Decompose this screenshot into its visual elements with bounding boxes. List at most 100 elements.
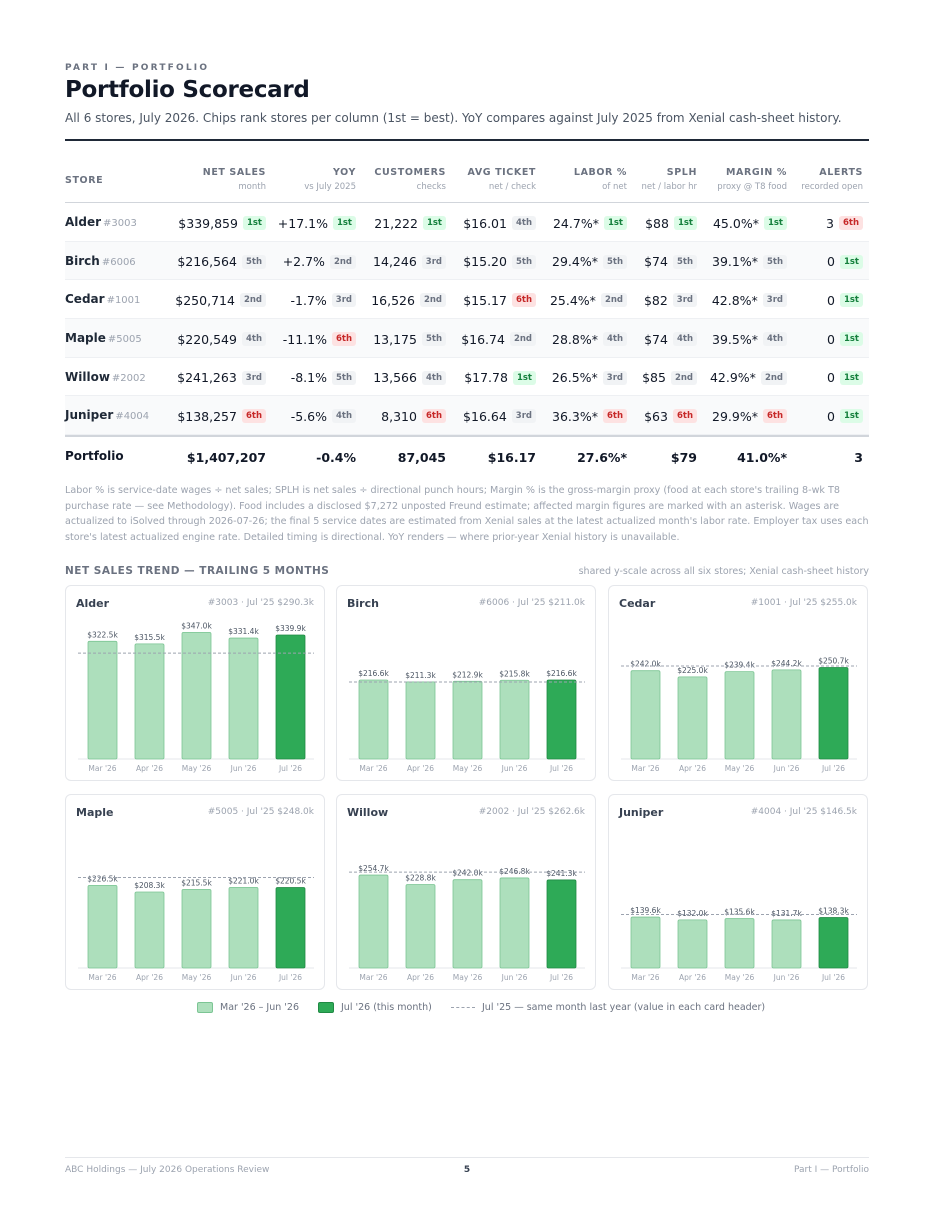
table-cell: $74 5th	[627, 253, 697, 271]
cell-value: 29.9%*	[712, 408, 758, 424]
total-value: 87,045	[397, 449, 446, 465]
column-header-subtitle: proxy @ T8 food	[717, 182, 787, 192]
column-header-subtitle: checks	[416, 182, 446, 192]
table-cell: $63 6th	[627, 407, 697, 425]
cell-value: 0	[827, 292, 835, 308]
table-cell: 42.8%* 3rd	[697, 291, 787, 309]
column-header-subtitle: recorded open	[801, 182, 863, 192]
x-tick-label: Jul '26	[278, 973, 302, 982]
bar-value-label: $138.3k	[818, 907, 849, 916]
column-header: CUSTOMERS checks	[356, 160, 446, 192]
rank-chip: 4th	[602, 332, 627, 347]
bar-prior-month	[677, 676, 708, 760]
rank-chip: 3rd	[672, 293, 697, 308]
rank-chip: 1st	[332, 216, 356, 230]
total-cell: $16.17	[446, 448, 536, 466]
cell-value: -1.7%	[290, 292, 327, 308]
column-header-subtitle: net / labor hr	[641, 182, 697, 192]
store-number: #1001	[106, 295, 141, 307]
table-cell: 0 1st	[793, 369, 863, 387]
bar-prior-month	[677, 919, 708, 969]
total-cell: 87,045	[356, 448, 446, 466]
column-header-subtitle: net / check	[488, 182, 536, 192]
rank-chip: 3rd	[602, 370, 627, 385]
bar-value-label: $250.7k	[818, 657, 849, 666]
column-header-title: ALERTS	[819, 167, 863, 178]
bar-value-label: $221.0k	[228, 876, 259, 885]
trend-section-title: NET SALES TREND — TRAILING 5 MONTHS	[65, 565, 330, 577]
total-value: $1,407,207	[186, 449, 266, 465]
bar-value-label: $242.0k	[452, 869, 483, 878]
cell-value: $63	[644, 408, 668, 424]
store-number: #5005	[107, 334, 142, 346]
rank-chip: 1st	[839, 332, 863, 347]
trend-card: Alder #3003 · Jul '25 $290.3k $322.5k Mar '…	[65, 585, 325, 781]
store-number: #2002	[111, 372, 146, 384]
bar-prior-month	[358, 679, 389, 760]
rank-chip: 4th	[762, 332, 787, 347]
store-name-text: Birch	[65, 253, 100, 268]
column-header: SPLH net / labor hr	[627, 160, 697, 192]
table-cell: $88 1st	[627, 214, 697, 232]
table-cell: 36.3%* 6th	[537, 407, 627, 425]
bar-chart: $242.0k Mar '26 $225.0k Apr '26 $239.4k May '…	[621, 657, 857, 773]
cell-value: 39.1%*	[712, 254, 758, 270]
rank-chip: 3rd	[331, 293, 356, 308]
table-row: Willow #2002 $241,263 3rd -8.1% 5th 13,566 4th $…	[65, 358, 869, 397]
store-name-text: Juniper	[65, 408, 114, 423]
rank-chip: 3rd	[421, 254, 446, 269]
page: PART I — PORTFOLIO Portfolio Scorecard A…	[65, 0, 869, 1210]
bar-value-label: $139.6k	[630, 906, 661, 915]
cell-value: 14,246	[373, 254, 417, 270]
bar-value-label: $347.0k	[181, 621, 212, 630]
cell-value: $74	[644, 331, 668, 347]
cell-value: $16.64	[463, 408, 507, 424]
cell-value: $339,859	[178, 215, 238, 231]
bar-prior-month	[630, 916, 661, 969]
bar-current-month	[546, 679, 577, 760]
x-tick-label: Mar '26	[631, 764, 659, 773]
x-tick-label: Mar '26	[359, 764, 387, 773]
bar-value-label: $339.9k	[275, 624, 306, 633]
bar-prior-month	[358, 874, 389, 969]
bar-prior-month	[181, 631, 212, 760]
store-name-text: Alder	[65, 215, 102, 229]
table-cell: $15.20 5th	[446, 253, 536, 271]
bar-prior-month	[771, 919, 802, 969]
bar-current-month	[275, 634, 306, 760]
table-row: Juniper #4004 $138,257 6th -5.6% 4th 8,310 6th $…	[65, 396, 869, 436]
rank-chip: 1st	[839, 293, 863, 308]
bar-current-month	[818, 917, 849, 969]
column-header-subtitle: month	[238, 182, 266, 192]
table-cell: -11.1% 6th	[266, 330, 356, 348]
table-cell: 39.1%* 5th	[697, 253, 787, 271]
column-header: YOY vs July 2025	[266, 160, 356, 192]
trend-section-note: shared y-scale across all six stores; Xe…	[578, 566, 869, 577]
trend-card: Maple #5005 · Jul '25 $248.0k $226.5k Mar '…	[65, 794, 325, 990]
cell-value: 45.0%*	[712, 215, 759, 231]
total-value: $79	[670, 449, 697, 465]
bar-value-label: $211.3k	[405, 671, 436, 680]
cell-value: 24.7%*	[552, 215, 599, 231]
bar-prior-month	[405, 884, 436, 969]
x-tick-label: Jun '26	[230, 973, 257, 982]
table-cell: 0 1st	[793, 291, 863, 309]
bar-value-label: $135.6k	[724, 908, 755, 917]
bar-prior-month	[724, 918, 755, 969]
table-cell: $216,564 5th	[136, 253, 266, 271]
x-tick-label: Mar '26	[88, 973, 116, 982]
table-row: Alder #3003 $339,859 1st +17.1% 1st 21,222 1st $…	[65, 203, 869, 242]
bar-value-label: $225.0k	[677, 666, 708, 675]
rank-chip: 4th	[421, 370, 446, 385]
x-tick-label: May '26	[453, 764, 483, 773]
table-cell: $241,263 3rd	[136, 369, 266, 387]
table-cell: 24.7%* 1st	[537, 214, 627, 232]
cell-value: 36.3%*	[552, 408, 598, 424]
cell-value: 39.5%*	[712, 331, 758, 347]
cell-value: 3	[826, 215, 834, 231]
cell-value: $220,549	[177, 331, 237, 347]
rank-chip: 5th	[762, 254, 787, 269]
rank-chip: 1st	[839, 254, 863, 269]
rank-chip: 5th	[421, 332, 446, 347]
store-name: Juniper #4004	[65, 408, 149, 422]
